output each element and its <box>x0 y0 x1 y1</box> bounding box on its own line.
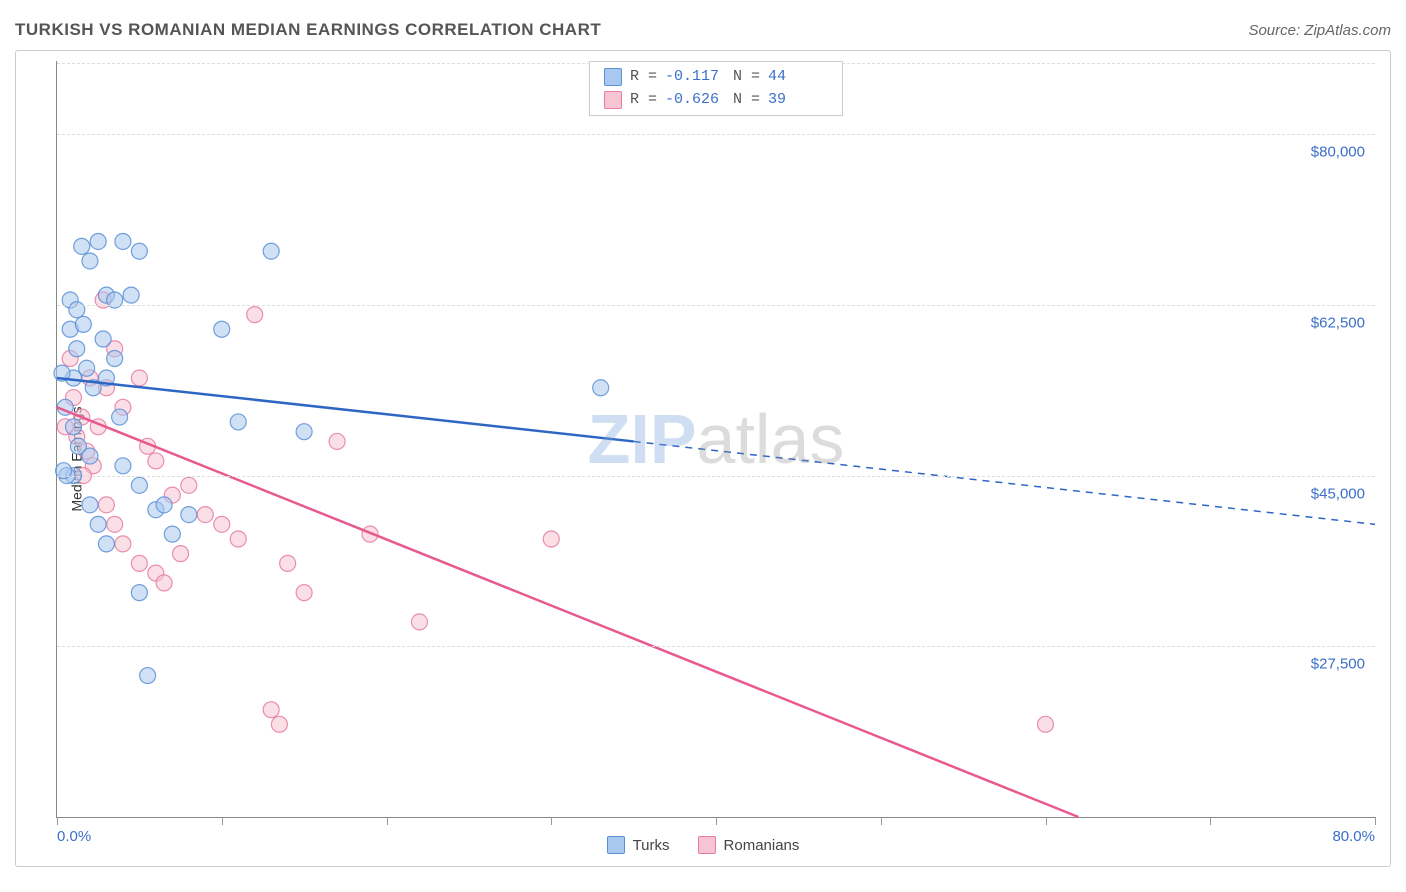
scatter-point <box>69 341 85 357</box>
scatter-point <box>1038 716 1054 732</box>
scatter-point <box>263 702 279 718</box>
correlation-stats-box: R = -0.117 N = 44 R = -0.626 N = 39 <box>589 61 843 116</box>
scatter-point <box>74 238 90 254</box>
scatter-point <box>263 243 279 259</box>
gridline <box>57 646 1375 647</box>
chart-header: TURKISH VS ROMANIAN MEDIAN EARNINGS CORR… <box>15 20 1391 40</box>
scatter-point <box>543 531 559 547</box>
x-tick <box>387 817 388 825</box>
scatter-point <box>82 448 98 464</box>
scatter-point <box>156 497 172 513</box>
x-tick <box>1046 817 1047 825</box>
scatter-point <box>156 575 172 591</box>
n-label: N = <box>733 89 760 112</box>
scatter-point <box>90 516 106 532</box>
r-value-romanians: -0.626 <box>665 89 725 112</box>
x-tick <box>1210 817 1211 825</box>
scatter-point <box>271 716 287 732</box>
legend-item-turks: Turks <box>607 836 670 854</box>
scatter-point <box>164 526 180 542</box>
scatter-point <box>296 424 312 440</box>
n-value-turks: 44 <box>768 66 828 89</box>
legend-swatch-turks-icon <box>607 836 625 854</box>
scatter-point <box>123 287 139 303</box>
scatter-point <box>148 453 164 469</box>
y-tick-label: $45,000 <box>1311 485 1365 502</box>
n-value-romanians: 39 <box>768 89 828 112</box>
scatter-point <box>131 585 147 601</box>
scatter-point <box>131 555 147 571</box>
x-tick <box>551 817 552 825</box>
gridline <box>57 476 1375 477</box>
x-tick <box>881 817 882 825</box>
stats-row-turks: R = -0.117 N = 44 <box>604 66 828 89</box>
scatter-point <box>329 433 345 449</box>
scatter-point <box>82 253 98 269</box>
y-tick-label: $27,500 <box>1311 656 1365 673</box>
scatter-point <box>230 531 246 547</box>
scatter-point <box>79 360 95 376</box>
scatter-point <box>197 507 213 523</box>
n-label: N = <box>733 66 760 89</box>
scatter-point <box>82 497 98 513</box>
swatch-romanians-icon <box>604 91 622 109</box>
y-tick-label: $62,500 <box>1311 314 1365 331</box>
scatter-point <box>214 321 230 337</box>
plot-frame: Median Earnings ZIPatlas $27,500$45,000$… <box>15 50 1391 867</box>
scatter-point <box>107 516 123 532</box>
swatch-turks-icon <box>604 68 622 86</box>
legend-label-romanians: Romanians <box>724 837 800 854</box>
scatter-point <box>115 233 131 249</box>
scatter-point <box>247 307 263 323</box>
scatter-point <box>95 331 111 347</box>
gridline <box>57 134 1375 135</box>
scatter-point <box>230 414 246 430</box>
scatter-point <box>65 419 81 435</box>
chart-canvas <box>57 61 1375 817</box>
scatter-point <box>90 233 106 249</box>
scatter-point <box>181 507 197 523</box>
trend-line-extrapolated <box>634 441 1375 524</box>
scatter-point <box>280 555 296 571</box>
trend-line <box>57 378 634 441</box>
scatter-point <box>107 351 123 367</box>
scatter-point <box>593 380 609 396</box>
scatter-point <box>140 668 156 684</box>
x-tick <box>1375 817 1376 825</box>
stats-row-romanians: R = -0.626 N = 39 <box>604 89 828 112</box>
legend-label-turks: Turks <box>633 837 670 854</box>
scatter-point <box>181 477 197 493</box>
scatter-point <box>131 370 147 386</box>
x-tick <box>716 817 717 825</box>
chart-title: TURKISH VS ROMANIAN MEDIAN EARNINGS CORR… <box>15 20 601 40</box>
x-tick <box>222 817 223 825</box>
scatter-point <box>131 243 147 259</box>
r-label: R = <box>630 89 657 112</box>
gridline <box>57 305 1375 306</box>
r-label: R = <box>630 66 657 89</box>
scatter-point <box>75 316 91 332</box>
scatter-point <box>115 458 131 474</box>
scatter-point <box>411 614 427 630</box>
r-value-turks: -0.117 <box>665 66 725 89</box>
plot-area: ZIPatlas $27,500$45,000$62,500$80,000 0.… <box>56 61 1375 818</box>
scatter-point <box>173 546 189 562</box>
trend-line <box>57 407 1078 817</box>
scatter-point <box>296 585 312 601</box>
scatter-point <box>98 497 114 513</box>
legend-swatch-romanians-icon <box>698 836 716 854</box>
x-tick <box>57 817 58 825</box>
source-attribution: Source: ZipAtlas.com <box>1248 22 1391 39</box>
scatter-point <box>115 536 131 552</box>
scatter-point <box>112 409 128 425</box>
scatter-point <box>214 516 230 532</box>
legend-item-romanians: Romanians <box>698 836 800 854</box>
y-tick-label: $80,000 <box>1311 144 1365 161</box>
bottom-legend: Turks Romanians <box>16 836 1390 854</box>
scatter-point <box>131 477 147 493</box>
scatter-point <box>98 536 114 552</box>
